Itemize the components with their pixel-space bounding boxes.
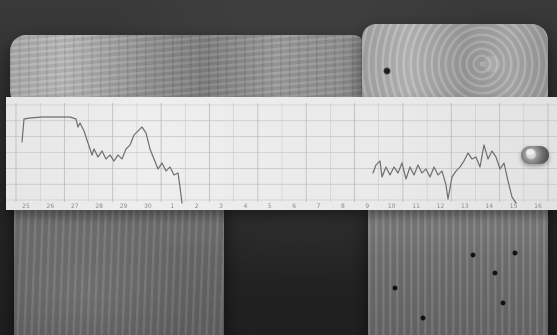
trace-segment-left [21,116,183,204]
wood-mark [470,252,476,258]
tick-label: 8 [341,203,345,210]
tick-label: 9 [365,203,369,210]
tick-label: 27 [71,203,79,210]
chart-paper-svg: 25 26 27 28 29 30 1 2 3 4 5 6 7 8 9 10 11 12 13 14 15 16 [6,103,557,210]
wood-post-left [14,198,224,335]
tick-label: 16 [534,203,542,210]
pushpin-head [521,146,549,164]
wood-mark [500,300,506,306]
trace-segment-right [372,144,517,204]
pushpin-shine [526,149,534,155]
wood-mark [392,285,398,291]
tick-label: 2 [195,203,199,210]
tick-label: 4 [244,203,248,210]
paper-grid [6,103,557,202]
tick-label: 5 [268,203,272,210]
tick-label: 29 [120,203,128,210]
tick-label: 15 [510,203,518,210]
tick-label: 26 [47,203,55,210]
wood-mark [512,250,518,256]
tick-label: 3 [219,203,223,210]
tick-label: 13 [461,203,469,210]
pushpin [521,144,551,164]
tick-label: 6 [292,203,296,210]
wood-post-right [368,198,548,335]
tick-label: 7 [317,203,321,210]
wood-mark [492,270,498,276]
tick-label: 10 [388,203,396,210]
wood-block-left-top [10,35,365,109]
tick-label: 30 [144,203,152,210]
wood-mark [420,315,426,321]
tick-labels: 25 26 27 28 29 30 1 2 3 4 5 6 7 8 9 10 11 12 13 14 15 16 [22,203,542,210]
tick-label: 1 [170,203,174,210]
tick-label: 14 [485,203,493,210]
tick-label: 25 [22,203,30,210]
tick-label: 11 [412,203,420,210]
nail-hole [383,67,391,75]
chart-paper-strip: 25 26 27 28 29 30 1 2 3 4 5 6 7 8 9 10 11 12 13 14 15 16 [6,97,557,210]
tick-label: 12 [437,203,445,210]
tick-label: 28 [95,203,103,210]
